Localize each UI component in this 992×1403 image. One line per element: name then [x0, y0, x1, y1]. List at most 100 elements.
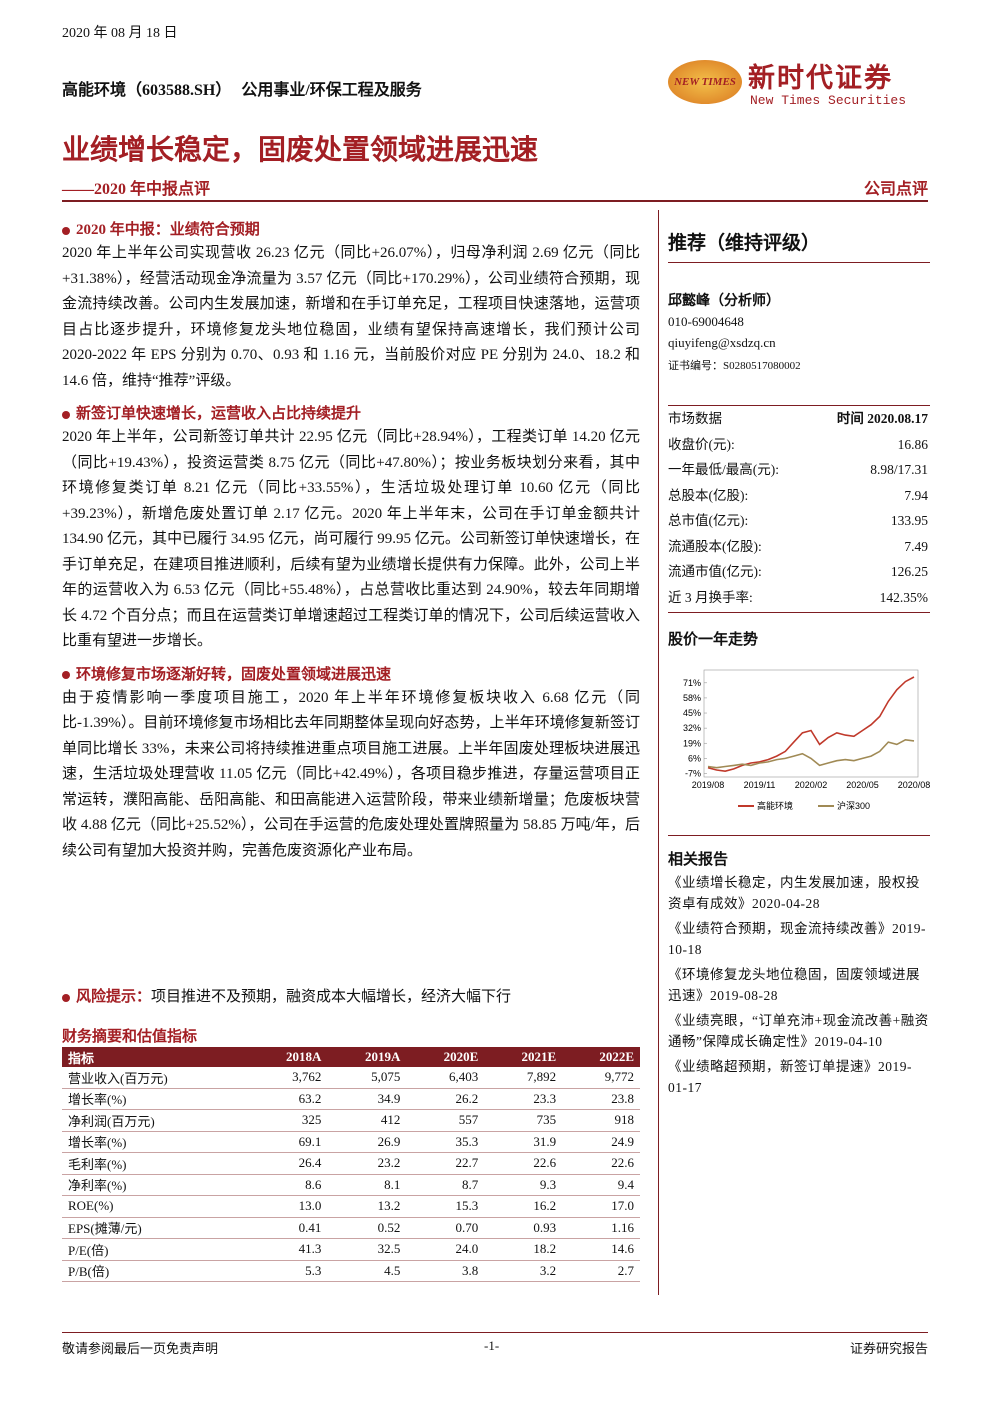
- market-key: 总市值(亿元):: [668, 513, 749, 528]
- footer-center: -1-: [484, 1338, 500, 1353]
- company: 高能环境（603588.SH） 公用事业/环保工程及服务: [62, 76, 422, 100]
- market-key: 一年最低/最高(元):: [668, 462, 779, 477]
- y-tick-label: 58%: [683, 693, 701, 703]
- market-value: 142.35%: [879, 589, 928, 605]
- table-cell: 22.6: [484, 1152, 563, 1175]
- table-cell: 24.9: [562, 1131, 640, 1153]
- header-cell: 2019A: [327, 1047, 407, 1067]
- phone: 010-69004648: [668, 314, 744, 329]
- table-cell: 7,892: [484, 1067, 563, 1089]
- table-cell: ROE(%): [62, 1195, 249, 1218]
- legend-label: 沪深300: [837, 800, 870, 811]
- table-cell: 14.6: [562, 1238, 640, 1261]
- x-tick-label: 2019/11: [744, 780, 776, 790]
- table-cell: 1.16: [562, 1217, 640, 1239]
- table-cell: 0.41: [248, 1217, 328, 1239]
- header-cell: 2020E: [406, 1047, 485, 1067]
- table-cell: 69.1: [248, 1131, 328, 1153]
- table-cell: 26.2: [406, 1088, 485, 1110]
- analyst: 邱懿峰（分析师）: [668, 294, 780, 309]
- table-cell: 0.70: [406, 1217, 485, 1239]
- table-title: 财务摘要和估值指标: [62, 1029, 198, 1045]
- market-key: 近 3 月换手率:: [668, 589, 753, 605]
- table-cell: 26.9: [327, 1131, 407, 1153]
- table-cell: P/B(倍): [62, 1260, 249, 1282]
- rating: 推荐（维持评级）: [668, 233, 821, 254]
- table-row: EPS(摊薄/元) 0.41 0.52 0.70 0.93 1.16: [62, 1217, 640, 1239]
- table-cell: 32.5: [327, 1238, 407, 1261]
- table-cell: 净利率(%): [62, 1174, 249, 1196]
- table-cell: 24.0: [406, 1238, 485, 1261]
- chart-title: 股价一年走势: [668, 632, 759, 648]
- footer-right: 证券研究报告: [849, 1341, 928, 1356]
- table-cell: 2.7: [562, 1260, 640, 1282]
- table-cell: 26.4: [248, 1152, 328, 1175]
- table-cell: 0.52: [327, 1217, 407, 1239]
- header-cell: 指标: [62, 1047, 249, 1067]
- market-value: 16.86: [897, 436, 928, 452]
- table-cell: 18.2: [484, 1238, 563, 1261]
- market-data: 市场数据 时间 2020.08.17 收盘价(元): 16.86 一年最低/最高(元)…: [668, 406, 928, 610]
- table-cell: 增长率(%): [62, 1088, 249, 1110]
- plot-frame: [703, 669, 919, 778]
- header-cell: 2018A: [248, 1047, 328, 1067]
- table-cell: 净利润(百万元): [62, 1109, 249, 1132]
- table-cell: 15.3: [406, 1195, 485, 1218]
- table-cell: 8.1: [327, 1174, 407, 1196]
- industry: 公用事业/环保工程及服务: [241, 82, 422, 99]
- section-heading: 2020 年中报：业绩符合预期: [62, 218, 640, 239]
- related-title: 相关报告: [668, 852, 729, 868]
- rule: [668, 262, 930, 263]
- email: qiuyifeng@xsdzq.cn: [668, 335, 776, 350]
- section-text: 由于疫情影响一季度项目施工，2020 年上半年环境修复板块收入 6.68 亿元（…: [62, 689, 640, 859]
- company-name: 高能环境（603588.SH）: [62, 82, 232, 99]
- x-tick-label: 2019/08: [692, 780, 725, 790]
- table-cell: 3,762: [248, 1067, 328, 1089]
- table-cell: 4.5: [327, 1260, 407, 1282]
- section-heading-text: 环境修复市场逐渐好转，固废处置领域进展迅速: [76, 666, 392, 683]
- table-row: P/E(倍) 41.3 32.5 24.0 18.2 14.6: [62, 1238, 640, 1261]
- market-date: 时间 2020.08.17: [836, 411, 928, 426]
- footer-rule: [62, 1332, 928, 1333]
- section-text: 2020 年上半年，公司新签订单共计 22.95 亿元（同比+28.94%），工…: [62, 429, 640, 649]
- section-heading-text: 新签订单快速增长，运营收入占比持续提升: [76, 406, 362, 422]
- market-value: 126.25: [890, 564, 928, 579]
- x-tick-label: 2020/08: [898, 780, 930, 790]
- header-cell: 2022E: [562, 1047, 640, 1067]
- market-value: 8.98/17.31: [870, 462, 928, 477]
- table-cell: 9.4: [562, 1174, 640, 1196]
- table-cell: 0.93: [484, 1217, 563, 1239]
- section-heading-text: 2020 年中报：业绩符合预期: [76, 222, 260, 238]
- report-title: 业绩增长稳定，固废处置领域进展迅速: [62, 135, 539, 166]
- market-value: 133.95: [890, 513, 928, 528]
- column-divider: [658, 210, 659, 1295]
- table-cell: 325: [248, 1109, 328, 1132]
- logo-mark-text: NEW TIMES: [674, 76, 736, 88]
- y-tick-label: -7%: [685, 769, 701, 779]
- related-item: 《业绩符合预期，现金流持续改善》2019-10-18: [668, 921, 926, 957]
- table-cell: 5.3: [248, 1260, 328, 1282]
- y-tick-label: 45%: [683, 708, 701, 718]
- logo-en: New Times Securities: [750, 93, 907, 108]
- table-row: 增长率(%) 63.2 34.9 26.2 23.3 23.8: [62, 1088, 640, 1110]
- market-key: 总股本(亿股):: [668, 487, 749, 503]
- legend-label: 高能环境: [757, 800, 793, 811]
- table-header: 指标 2018A 2019A 2020E 2021E 2022E: [62, 1047, 640, 1067]
- table-row: P/B(倍) 5.3 4.5 3.8 3.2 2.7: [62, 1260, 640, 1282]
- rule: [668, 612, 930, 613]
- table-cell: 735: [484, 1109, 563, 1132]
- table-cell: 13.2: [327, 1195, 407, 1218]
- market-label: 市场数据: [668, 411, 722, 426]
- table-cell: 8.6: [248, 1174, 328, 1196]
- related-item: 《业绩亮眼，“订单充沛+现金流改善+融资通畅”保障成长确定性》2019-04-1…: [668, 1013, 929, 1049]
- market-row: 流通股本(亿股): 7.49: [668, 534, 928, 560]
- risk-heading: 风险提示：: [76, 989, 152, 1005]
- market-row: 收盘价(元): 16.86: [668, 432, 928, 458]
- table-cell: 23.2: [327, 1152, 407, 1175]
- table-cell: 增长率(%): [62, 1131, 249, 1153]
- table-cell: 3.2: [484, 1260, 563, 1282]
- table-cell: 13.0: [248, 1195, 328, 1218]
- main-column: 2020 年中报：业绩符合预期 2020 年上半年公司实现营收 26.23 亿元（…: [62, 210, 640, 864]
- header-rule: [62, 200, 928, 202]
